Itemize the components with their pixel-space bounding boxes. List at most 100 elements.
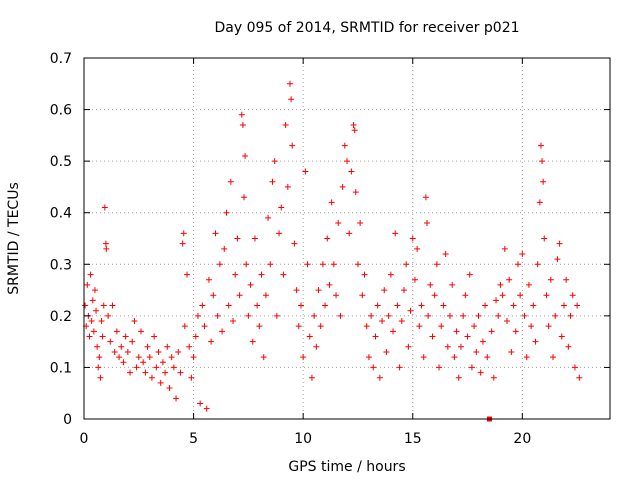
data-point [539,158,546,165]
data-point [466,271,473,278]
data-point [127,369,134,376]
data-point [103,245,110,252]
data-point [438,323,445,330]
y-tick-label: 0.5 [50,154,72,170]
data-point [289,142,296,149]
data-point [90,328,97,335]
data-point [464,333,471,340]
data-point [302,168,309,175]
data-point [151,333,158,340]
data-point [227,178,234,185]
data-point [425,312,432,319]
data-point [102,240,109,247]
data-point [569,292,576,299]
data-point [442,250,449,257]
data-point [453,328,460,335]
data-point [540,178,547,185]
data-point [239,122,246,129]
data-point [93,307,100,314]
data-point [488,328,495,335]
data-point [530,302,537,309]
data-point [423,220,430,227]
data-point [346,230,353,237]
data-point [497,281,504,288]
data-point [471,323,478,330]
data-point [146,354,153,361]
data-point [341,142,348,149]
data-point [287,80,294,87]
data-point [180,230,187,237]
data-point [357,220,364,227]
data-point [547,276,554,283]
data-point [523,354,530,361]
data-point [493,297,500,304]
data-point [260,354,267,361]
data-point [140,359,147,366]
data-point [506,276,513,283]
data-point [556,240,563,247]
data-point [297,302,304,309]
data-point [168,354,175,361]
data-point [440,302,447,309]
data-point [344,158,350,165]
data-point [400,287,407,294]
data-point [118,343,125,350]
data-point [352,189,359,196]
x-tick-label: 0 [80,431,89,447]
data-point [482,302,489,309]
data-point [131,318,138,325]
data-point [223,209,230,216]
data-point [330,261,337,268]
data-point [411,276,418,283]
data-point [219,328,226,335]
data-point [177,369,184,376]
data-point [372,333,379,340]
data-point [403,261,410,268]
data-point [137,328,144,335]
data-point [98,318,105,325]
data-points [82,80,583,422]
data-point [179,240,186,247]
data-point [210,292,217,299]
data-point [113,328,120,335]
data-point [528,323,535,330]
data-point [398,318,405,325]
y-tick-label: 0.3 [50,257,72,273]
data-point [390,328,397,335]
data-point [190,354,197,361]
data-point [284,183,291,190]
y-tick-label: 0.1 [50,360,72,376]
data-point [376,374,383,381]
data-point [571,364,578,371]
data-point [337,312,344,319]
data-point [429,333,436,340]
data-point [97,374,104,381]
data-point [243,261,250,268]
chart-title: Day 095 of 2014, SRMTID for receiver p02… [214,20,519,36]
data-point [201,323,208,330]
data-point [514,261,521,268]
data-point [94,343,101,350]
data-point [368,312,375,319]
y-tick-label: 0.6 [50,103,72,119]
data-point [484,354,491,361]
data-point [510,302,517,309]
data-point [350,122,357,129]
data-point [84,281,91,288]
data-point [203,405,210,412]
data-point [96,354,103,361]
data-point [238,111,245,118]
data-point [475,312,482,319]
data-point [205,276,212,283]
data-point [385,312,392,319]
data-point [363,323,370,330]
data-point [194,312,201,319]
data-point [271,158,278,165]
data-point [525,281,532,288]
data-point [560,302,567,309]
data-point [88,318,95,325]
data-point [82,302,89,309]
data-point [414,245,421,252]
data-point [565,343,572,350]
data-point [304,261,311,268]
